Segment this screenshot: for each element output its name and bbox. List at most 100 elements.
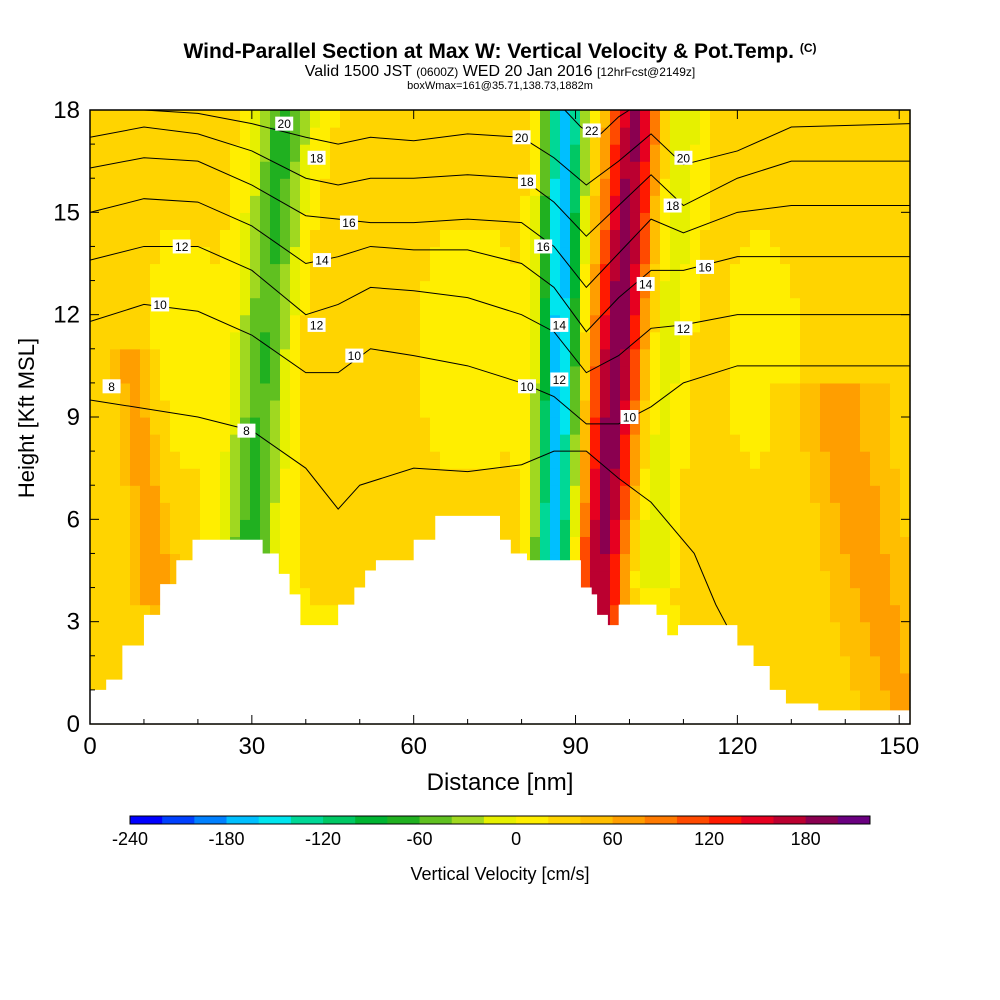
heatmap-cell — [600, 365, 611, 384]
heatmap-cell — [150, 144, 161, 162]
heatmap-cell — [840, 587, 851, 606]
heatmap-cell — [350, 195, 361, 213]
heatmap-cell — [580, 417, 591, 435]
heatmap-cell — [890, 536, 901, 555]
heatmap-cell — [860, 399, 871, 418]
heatmap-cell — [330, 127, 341, 145]
colorbar-frame — [129, 815, 871, 825]
heatmap-cell — [730, 451, 741, 469]
heatmap-cell — [220, 331, 231, 350]
heatmap-cell — [660, 348, 671, 367]
theta-contours: 8810101010121212121414141616161818182020… — [89, 109, 911, 626]
heatmap-cell — [770, 587, 781, 606]
heatmap-cell — [480, 246, 491, 265]
heatmap-cell — [740, 144, 751, 162]
heatmap-cell — [150, 331, 161, 350]
heatmap-cell — [550, 434, 561, 452]
heatmap-cell — [830, 587, 841, 606]
heatmap-cell — [260, 502, 271, 520]
heatmap-cell — [120, 587, 131, 606]
heatmap-cell — [690, 587, 701, 606]
heatmap-cell — [400, 263, 411, 282]
heatmap-cell — [510, 246, 521, 265]
heatmap-cell — [300, 110, 311, 128]
heatmap-cell — [850, 570, 861, 589]
heatmap-cell — [590, 382, 601, 401]
heatmap-cell — [570, 161, 581, 179]
heatmap-cell — [890, 382, 901, 401]
heatmap-cell — [730, 297, 741, 316]
heatmap-cell — [370, 110, 381, 128]
heatmap-cell — [610, 536, 621, 555]
heatmap-cell — [110, 365, 121, 384]
heatmap-cell — [750, 331, 761, 350]
heatmap-cell — [300, 144, 311, 162]
heatmap-cell — [430, 263, 441, 282]
heatmap-cell — [860, 468, 871, 486]
heatmap-cell — [570, 280, 581, 299]
heatmap-cell — [270, 229, 281, 248]
heatmap-cell — [880, 587, 891, 606]
heatmap-cell — [880, 246, 891, 265]
heatmap-cell — [880, 689, 891, 708]
heatmap-cell — [510, 502, 521, 520]
colorbar-swatch — [130, 816, 163, 824]
heatmap-cell — [530, 434, 541, 452]
heatmap-cell — [100, 519, 111, 537]
heatmap-cell — [450, 331, 461, 350]
heatmap-cell — [640, 195, 651, 213]
colorbar-swatch — [355, 816, 388, 824]
heatmap-cell — [360, 314, 371, 333]
heatmap-cell — [130, 485, 141, 503]
heatmap-cell — [420, 127, 431, 145]
heatmap-cell — [710, 144, 721, 162]
heatmap-cell — [820, 485, 831, 503]
heatmap-cell — [850, 553, 861, 572]
heatmap-cell — [450, 399, 461, 418]
heatmap-cell — [770, 519, 781, 537]
heatmap-cell — [430, 178, 441, 196]
heatmap-cell — [410, 297, 421, 316]
heatmap-cell — [380, 178, 391, 196]
heatmap-cell — [440, 485, 451, 503]
heatmap-cell — [360, 229, 371, 248]
heatmap-cell — [470, 348, 481, 367]
heatmap-cell — [330, 553, 341, 572]
heatmap-cell — [500, 297, 511, 316]
heatmap-cell — [790, 655, 801, 674]
heatmap-cell — [280, 553, 291, 572]
heatmap-cell — [120, 161, 131, 179]
heatmap-cell — [570, 502, 581, 520]
heatmap-cell — [200, 280, 211, 299]
heatmap-cell — [780, 382, 791, 401]
heatmap-cell — [740, 110, 751, 128]
heatmap-cell — [90, 604, 101, 623]
heatmap-cell — [160, 519, 171, 537]
heatmap-cell — [330, 246, 341, 265]
heatmap-cell — [900, 655, 911, 674]
heatmap-cell — [900, 502, 911, 520]
heatmap-cell — [560, 110, 571, 128]
heatmap-cell — [520, 246, 531, 265]
heatmap-cell — [830, 365, 841, 384]
heatmap-cell — [740, 587, 751, 606]
heatmap-cell — [850, 348, 861, 367]
heatmap-cell — [490, 314, 501, 333]
heatmap-cell — [110, 263, 121, 282]
heatmap-cell — [550, 263, 561, 282]
heatmap-cell — [870, 229, 881, 248]
heatmap-cell — [280, 263, 291, 282]
heatmap-cell — [140, 331, 151, 350]
heatmap-cell — [720, 502, 731, 520]
heatmap-cell — [660, 587, 671, 606]
heatmap-cell — [400, 365, 411, 384]
heatmap-cell — [230, 468, 241, 486]
heatmap-cell — [840, 127, 851, 145]
heatmap-cell — [340, 348, 351, 367]
heatmap-cell — [640, 212, 651, 230]
heatmap-cell — [880, 178, 891, 196]
heatmap-cell — [590, 178, 601, 196]
heatmap-cell — [550, 144, 561, 162]
heatmap-cell — [520, 161, 531, 179]
heatmap-cell — [220, 195, 231, 213]
